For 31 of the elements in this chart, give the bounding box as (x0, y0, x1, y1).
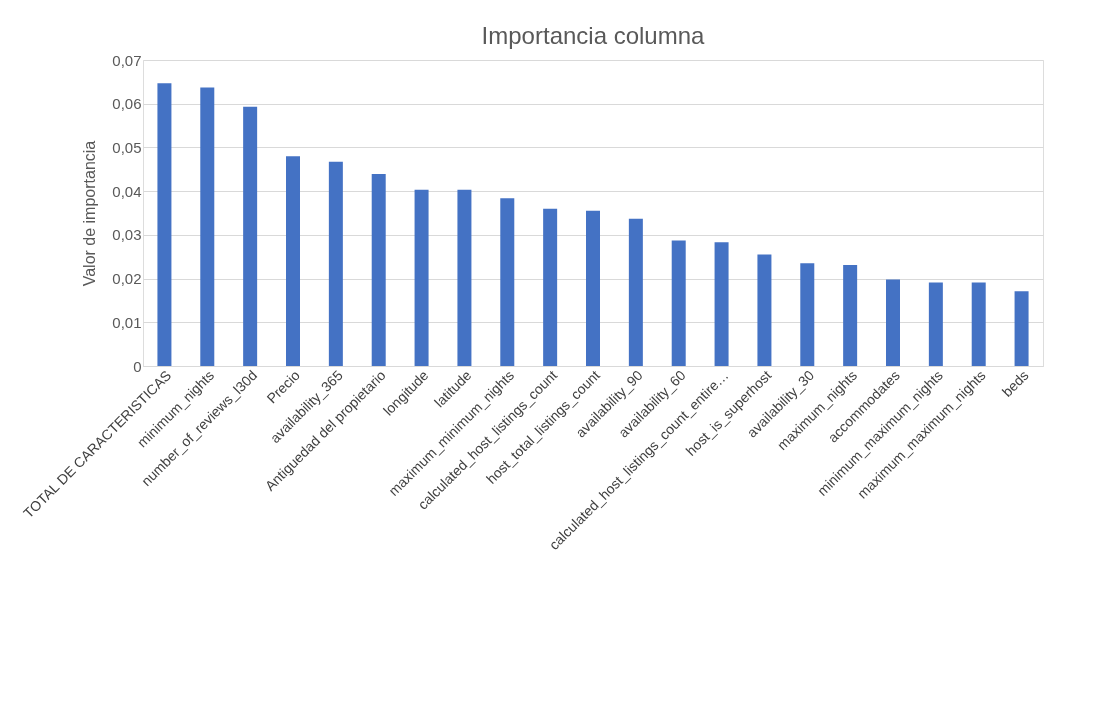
bar (500, 198, 515, 366)
bar (1014, 291, 1029, 366)
y-tick-label: 0,01 (112, 313, 142, 331)
bar (586, 210, 600, 366)
y-tick-label: 0,05 (112, 138, 142, 156)
chart-title: Importancia columna (481, 22, 706, 49)
y-axis-title: Valor de importancia (81, 140, 99, 287)
bar (714, 242, 729, 366)
bar (371, 174, 386, 366)
bar (328, 161, 343, 366)
bar (800, 263, 815, 366)
y-tick-label: 0,04 (112, 182, 142, 200)
bar (543, 208, 558, 366)
y-tick-label: 0 (133, 357, 142, 375)
bar (757, 254, 772, 366)
bar (157, 83, 172, 366)
bar (886, 279, 900, 366)
y-tick-label: 0,02 (112, 270, 142, 288)
bar (286, 156, 300, 366)
bar (971, 282, 986, 366)
bar (671, 240, 686, 366)
bar (200, 87, 215, 366)
bar (628, 218, 643, 366)
y-tick-label: 0,03 (112, 226, 142, 244)
bar (414, 189, 429, 366)
bar (457, 189, 472, 366)
bar (928, 282, 943, 366)
bar (843, 265, 858, 366)
y-tick-label: 0,06 (112, 95, 142, 113)
bar (243, 106, 258, 366)
y-tick-label: 0,07 (112, 51, 142, 69)
